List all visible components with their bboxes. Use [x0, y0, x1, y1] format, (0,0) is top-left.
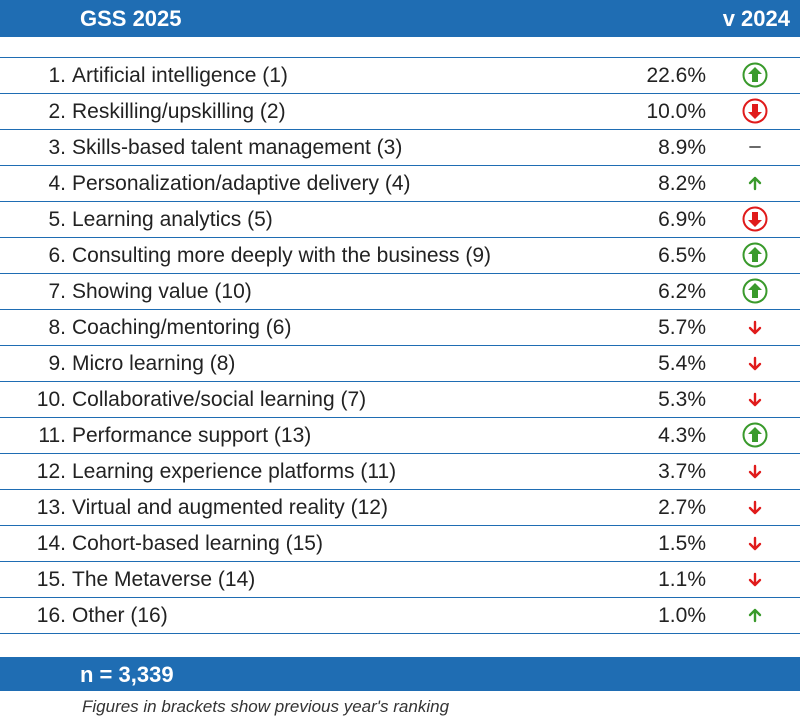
rank-number: 8.	[48, 316, 66, 339]
item-percentage: 1.1%	[658, 568, 706, 591]
item-percentage: 2.7%	[658, 496, 706, 519]
rank-number: 13.	[36, 496, 66, 519]
rank-number: 14.	[36, 532, 66, 555]
dash-icon	[741, 133, 769, 161]
rank-number: 6.	[48, 244, 66, 267]
rank-number: 11.	[38, 424, 66, 447]
rank-number: 4.	[48, 172, 66, 195]
sample-size: n = 3,339	[80, 662, 174, 687]
rank-number: 3.	[48, 136, 66, 159]
ranking-table: 1. Artificial intelligence (1) 22.6% 2. Resk…	[0, 57, 800, 634]
item-label: Skills-based talent management (3)	[72, 136, 403, 159]
item-percentage: 5.7%	[658, 316, 706, 339]
down-arrow-icon	[741, 97, 769, 125]
item-percentage: 5.3%	[658, 388, 706, 411]
down-arrow-icon	[741, 493, 769, 521]
item-label: Showing value (10)	[72, 280, 252, 303]
rank-number: 5.	[48, 208, 66, 231]
down-arrow-icon	[741, 349, 769, 377]
up-arrow-icon	[741, 601, 769, 629]
table-row: 1. Artificial intelligence (1) 22.6%	[0, 58, 800, 94]
up-arrow-icon	[741, 241, 769, 269]
item-percentage: 8.9%	[658, 136, 706, 159]
rank-number: 9.	[48, 352, 66, 375]
table-row: 8. Coaching/mentoring (6) 5.7%	[0, 310, 800, 346]
rank-number: 10.	[36, 388, 66, 411]
item-percentage: 4.3%	[658, 424, 706, 447]
table-title: GSS 2025	[80, 6, 182, 31]
table-row: 7. Showing value (10) 6.2%	[0, 274, 800, 310]
up-arrow-icon	[741, 277, 769, 305]
item-label: Consulting more deeply with the business…	[72, 244, 492, 267]
item-percentage: 6.9%	[658, 208, 706, 231]
item-percentage: 1.5%	[658, 532, 706, 555]
table-row: 13. Virtual and augmented reality (12) 2.7…	[0, 490, 800, 526]
item-label: Coaching/mentoring (6)	[72, 316, 292, 339]
item-percentage: 6.2%	[658, 280, 706, 303]
item-percentage: 6.5%	[658, 244, 706, 267]
down-arrow-icon	[741, 385, 769, 413]
comparison-year: v 2024	[722, 6, 790, 31]
table-row: 5. Learning analytics (5) 6.9%	[0, 202, 800, 238]
item-percentage: 22.6%	[646, 64, 706, 87]
item-label: Learning experience platforms (11)	[72, 460, 397, 483]
rank-number: 12.	[36, 460, 66, 483]
table-row: 15. The Metaverse (14) 1.1%	[0, 562, 800, 598]
item-label: Reskilling/upskilling (2)	[72, 100, 286, 123]
item-label: Other (16)	[72, 604, 168, 627]
item-label: Micro learning (8)	[72, 352, 236, 375]
item-percentage: 8.2%	[658, 172, 706, 195]
item-label: Virtual and augmented reality (12)	[72, 496, 388, 519]
down-arrow-icon	[741, 457, 769, 485]
table-header: GSS 2025 v 2024	[0, 0, 800, 37]
up-arrow-icon	[741, 61, 769, 89]
table-row: 9. Micro learning (8) 5.4%	[0, 346, 800, 382]
down-arrow-icon	[741, 313, 769, 341]
item-percentage: 1.0%	[658, 604, 706, 627]
item-label: The Metaverse (14)	[72, 568, 256, 591]
sample-size-bar: n = 3,339	[0, 657, 800, 691]
down-arrow-icon	[741, 565, 769, 593]
table-row: 16. Other (16) 1.0%	[0, 598, 800, 634]
item-label: Learning analytics (5)	[72, 208, 273, 231]
table-row: 3. Skills-based talent management (3) 8.9%	[0, 130, 800, 166]
down-arrow-icon	[741, 529, 769, 557]
rank-number: 2.	[48, 100, 66, 123]
item-label: Artificial intelligence (1)	[72, 64, 288, 87]
up-arrow-icon	[741, 169, 769, 197]
item-label: Personalization/adaptive delivery (4)	[72, 172, 411, 195]
rank-number: 1.	[48, 64, 66, 87]
rank-number: 16.	[36, 604, 66, 627]
rank-number: 15.	[36, 568, 66, 591]
table-row: 4. Personalization/adaptive delivery (4) 8…	[0, 166, 800, 202]
item-percentage: 5.4%	[658, 352, 706, 375]
down-arrow-icon	[741, 205, 769, 233]
item-percentage: 3.7%	[658, 460, 706, 483]
table-row: 2. Reskilling/upskilling (2) 10.0%	[0, 94, 800, 130]
item-label: Collaborative/social learning (7)	[72, 388, 367, 411]
item-percentage: 10.0%	[646, 100, 706, 123]
item-label: Cohort-based learning (15)	[72, 532, 323, 555]
rank-number: 7.	[48, 280, 66, 303]
table-row: 10. Collaborative/social learning (7) 5.3%	[0, 382, 800, 418]
table-row: 6. Consulting more deeply with the busine…	[0, 238, 800, 274]
table-row: 11. Performance support (13) 4.3%	[0, 418, 800, 454]
table-row: 14. Cohort-based learning (15) 1.5%	[0, 526, 800, 562]
table-row: 12. Learning experience platforms (11) 3.7…	[0, 454, 800, 490]
footnote: Figures in brackets show previous year's…	[82, 697, 450, 716]
item-label: Performance support (13)	[72, 424, 312, 447]
up-arrow-icon	[741, 421, 769, 449]
